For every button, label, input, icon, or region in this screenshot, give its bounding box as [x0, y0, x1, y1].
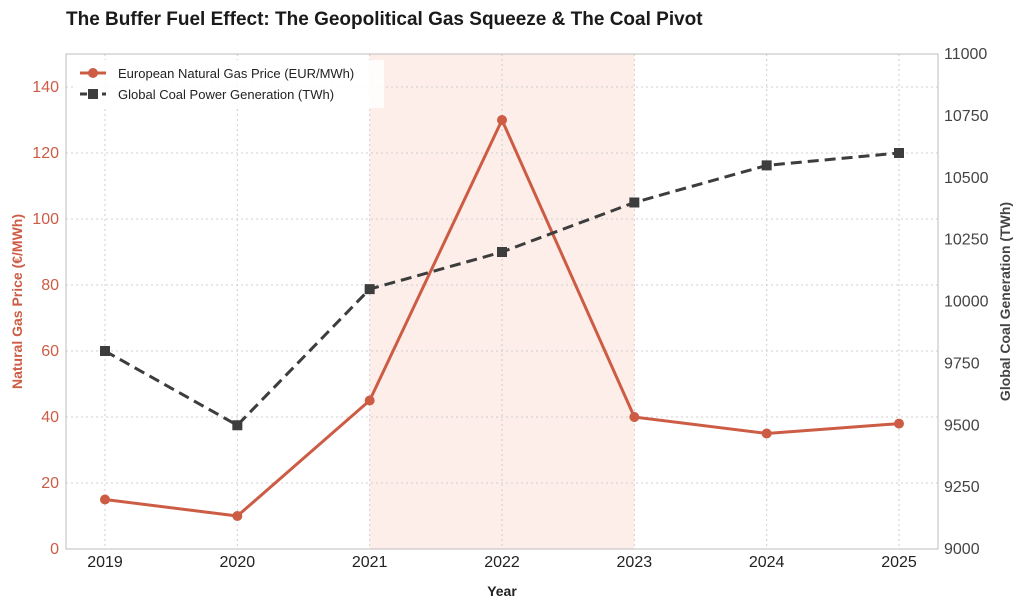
series-layer: [100, 115, 904, 521]
legend-label: European Natural Gas Price (EUR/MWh): [118, 66, 354, 81]
x-tick-label: 2021: [352, 554, 388, 571]
right-tick-label: 11000: [944, 46, 987, 63]
right-tick-label: 9250: [944, 479, 980, 496]
left-tick-label: 80: [41, 277, 59, 294]
x-axis-label: Year: [487, 583, 517, 599]
data-point: [629, 412, 640, 422]
left-tick-label: 140: [32, 79, 59, 96]
left-tick-label: 120: [32, 145, 59, 162]
x-tick-label: 2022: [484, 554, 520, 571]
x-tick-label: 2019: [87, 554, 123, 571]
x-tick-label: 2020: [220, 554, 256, 571]
data-point: [894, 148, 904, 158]
left-tick-label: 0: [50, 541, 59, 558]
legend-label: Global Coal Power Generation (TWh): [118, 87, 334, 102]
left-tick-label: 40: [41, 409, 59, 426]
x-tick-label: 2025: [881, 554, 917, 571]
right-tick-label: 9750: [944, 355, 980, 372]
legend: European Natural Gas Price (EUR/MWh) Glob…: [74, 60, 384, 108]
left-axis-label: Natural Gas Price (€/MWh): [9, 214, 25, 389]
x-tick-label: 2023: [617, 554, 653, 571]
right-tick-label: 10000: [944, 294, 989, 311]
legend-items: European Natural Gas Price (EUR/MWh) Glob…: [80, 66, 354, 102]
left-tick-label: 20: [41, 475, 59, 492]
x-tick-label: 2024: [749, 554, 785, 571]
legend-swatch-marker: [88, 68, 98, 78]
data-point: [232, 511, 243, 521]
data-point: [364, 284, 375, 295]
legend-swatch-marker: [88, 89, 98, 99]
series-2: [100, 148, 904, 431]
legend-entry: Global Coal Power Generation (TWh): [80, 87, 334, 102]
right-tick-label: 9500: [944, 417, 980, 434]
left-tick-label: 100: [32, 211, 59, 228]
legend-entry: European Natural Gas Price (EUR/MWh): [80, 66, 354, 81]
right-axis-label: Global Coal Generation (TWh): [997, 202, 1013, 401]
data-point: [761, 428, 772, 439]
left-axis-ticks: 0 20 40 60 80 100 120 140: [32, 79, 59, 558]
grid-layer: [66, 54, 938, 549]
chart-title: The Buffer Fuel Effect: The Geopolitical…: [66, 9, 703, 30]
right-axis-ticks: 9000 9250 9500 9750 10000 10250 10500 10750 1100…: [944, 46, 989, 558]
data-point: [497, 247, 507, 257]
data-point: [497, 115, 507, 125]
left-tick-label: 60: [41, 343, 59, 360]
data-point: [629, 197, 640, 208]
x-axis-ticks: 2019 2020 2021 2022 2023 2024 2025: [87, 554, 917, 571]
series-1: [100, 115, 904, 521]
right-tick-label: 10500: [944, 170, 989, 187]
legend-box: [74, 60, 384, 108]
data-point: [232, 420, 243, 431]
data-point: [100, 494, 110, 505]
plot-frame: [65, 53, 939, 550]
highlight-layer: [369, 54, 635, 549]
data-point: [894, 418, 904, 429]
right-tick-label: 10750: [944, 108, 989, 125]
data-point: [761, 160, 772, 171]
highlight-span: [369, 54, 635, 549]
right-tick-label: 10250: [944, 232, 989, 249]
right-tick-label: 9000: [944, 541, 980, 558]
data-point: [364, 395, 375, 406]
data-point: [100, 346, 110, 356]
